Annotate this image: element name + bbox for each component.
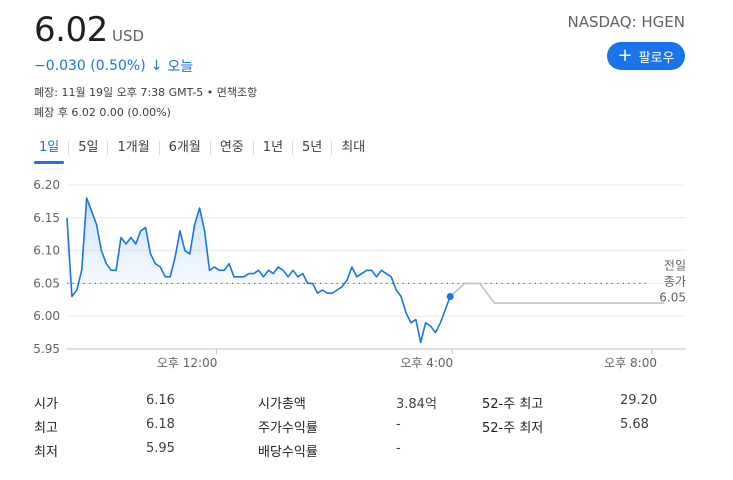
stat-value: 29.20 — [620, 393, 658, 408]
stat-value: 5.95 — [146, 441, 175, 456]
stat-label: 52-주 최고 — [482, 397, 544, 412]
tab-separator — [331, 141, 333, 155]
after-hours-status: 폐장 후 6.02 0.00 (0.00%) — [34, 106, 171, 119]
tab-separator — [252, 141, 254, 155]
stat-value: 6.16 — [146, 393, 175, 408]
x-tick-label: 오후 8:00 — [604, 356, 657, 370]
price-change: −0.030 (0.50%) ↓ 오늘 — [34, 56, 193, 76]
tab-range-5[interactable]: 1년 — [262, 140, 284, 155]
price-area-fill — [67, 198, 451, 284]
y-tick-label: 6.05 — [33, 276, 60, 290]
y-tick-label: 6.15 — [33, 211, 60, 225]
x-tick-label: 오후 4:00 — [400, 356, 453, 370]
plus-icon: + — [617, 45, 633, 66]
close-marker — [446, 293, 454, 301]
y-tick-label: 5.95 — [33, 342, 60, 356]
tab-separator — [68, 141, 70, 155]
range-tabs: 1일 5일 1개월 6개월 연중 1년 5년 최대 — [30, 138, 374, 166]
tab-range-4[interactable]: 연중 — [219, 140, 244, 155]
stat-label: 시가 — [34, 397, 58, 412]
previous-close-label: 전일 — [664, 258, 686, 272]
tab-range-3[interactable]: 6개월 — [168, 140, 201, 155]
tab-range-6[interactable]: 5년 — [302, 140, 323, 155]
market-status: 폐장: 11월 19일 오후 7:38 GMT-5 • 면책조항 — [34, 86, 258, 99]
stat-label: 배당수익률 — [258, 445, 318, 460]
tab-separator — [209, 141, 211, 155]
stat-label: 최고 — [34, 421, 58, 436]
tab-range-2[interactable]: 1개월 — [117, 140, 150, 155]
previous-close-label: 6.05 — [659, 290, 686, 304]
tab-separator — [107, 141, 109, 155]
follow-button-label: 팔로우 — [638, 50, 675, 66]
tab-range-0[interactable]: 1일 — [30, 138, 68, 164]
stat-label: 최저 — [34, 445, 58, 460]
ticker-symbol: NASDAQ: HGEN — [567, 13, 685, 31]
currency-label: USD — [112, 27, 145, 45]
arrow-down-icon: ↓ — [150, 58, 163, 74]
y-tick-label: 6.20 — [33, 178, 60, 192]
tab-separator — [292, 141, 294, 155]
price-change-value: −0.030 (0.50%) — [34, 58, 146, 74]
stat-value: 5.68 — [620, 417, 649, 432]
price-chart[interactable]: 6.20 6.15 6.10 6.05 6.00 5.95 오후 12:00 오후 4:00 오… — [0, 170, 733, 380]
stat-value: 3.84억 — [396, 397, 437, 412]
tab-separator — [158, 141, 160, 155]
price-change-period: 오늘 — [167, 59, 194, 75]
tab-range-1[interactable]: 5일 — [78, 140, 99, 155]
stat-label: 주가수익률 — [258, 421, 318, 436]
price-line-regular — [66, 197, 451, 344]
x-tick-label: 오후 12:00 — [157, 356, 217, 370]
tab-range-7[interactable]: 최대 — [341, 140, 366, 155]
stat-label: 52-주 최저 — [482, 421, 544, 436]
stat-value: - — [396, 417, 401, 432]
price-line-after-hours — [449, 282, 665, 304]
y-tick-label: 6.00 — [33, 309, 60, 323]
follow-button[interactable]: + 팔로우 — [607, 42, 685, 70]
stat-value: - — [396, 441, 401, 456]
y-tick-label: 6.10 — [33, 244, 60, 258]
current-price: 6.02 — [34, 10, 108, 50]
stat-value: 6.18 — [146, 417, 175, 432]
previous-close-label: 종가 — [664, 274, 686, 288]
stat-label: 시가총액 — [258, 397, 306, 412]
